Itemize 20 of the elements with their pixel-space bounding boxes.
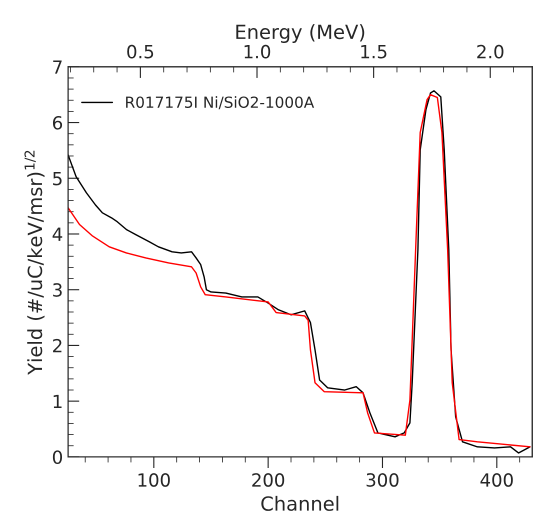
y-tick-label: 3 xyxy=(53,283,62,297)
y-axis-title: Yield (#/uC/keV/msr)$^{1/2}$ xyxy=(24,150,45,375)
x-axis-title: Channel xyxy=(261,496,338,511)
y-tick-label: 5 xyxy=(53,172,62,186)
x2-tick-label: 1.0 xyxy=(244,44,270,58)
y-tick-label: 1 xyxy=(54,394,62,408)
legend-label: R017175I Ni/SiO2-1000A xyxy=(126,96,314,110)
x-tick-label: 100 xyxy=(138,473,170,487)
y-tick-label: 7 xyxy=(53,60,62,74)
x-tick-label: 200 xyxy=(252,473,284,487)
x2-tick-label: 1.5 xyxy=(361,45,386,58)
y-tick-label: 2 xyxy=(53,338,62,352)
x-tick-label: 300 xyxy=(366,473,399,487)
y-tick-label: 0 xyxy=(52,450,62,464)
y-tick-label: 4 xyxy=(52,228,62,241)
x-tick-label: 400 xyxy=(480,473,513,487)
x2-tick-label: 0.5 xyxy=(127,44,154,58)
x2-tick-label: 2.0 xyxy=(477,44,504,58)
y-tick-label: 6 xyxy=(52,116,62,130)
x2-axis-title: Energy (MeV) xyxy=(236,24,364,43)
